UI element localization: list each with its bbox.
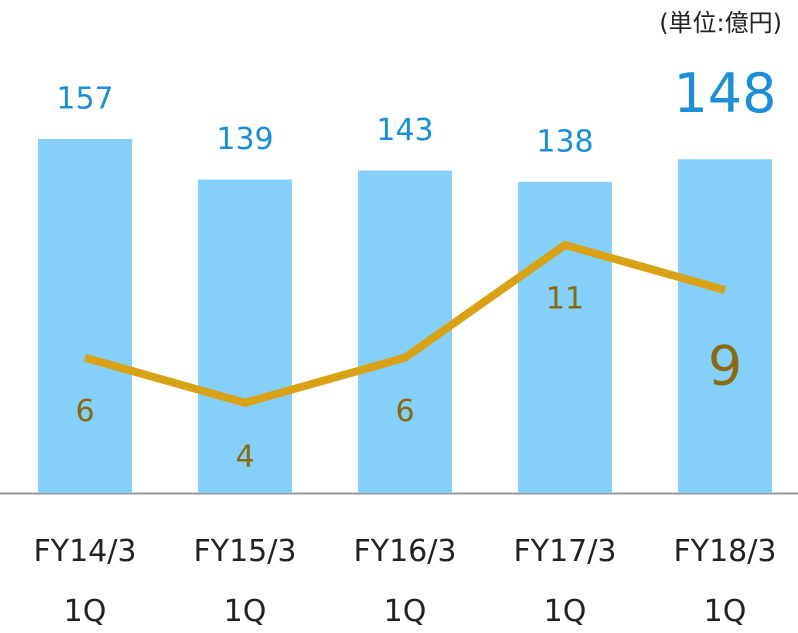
line-value-label: 6 [75, 394, 94, 429]
bar-value-label: 138 [536, 124, 593, 159]
x-tick-label: FY18/3 1Q [674, 534, 777, 629]
unit-label: (単位:億円) [659, 9, 782, 37]
bar [678, 159, 772, 493]
bar [198, 179, 292, 493]
x-tick-label: FY17/3 1Q [514, 534, 617, 629]
line-value-label: 11 [546, 281, 584, 316]
x-tick-label: FY16/3 1Q [354, 534, 457, 629]
bar-value-label: 143 [376, 113, 433, 148]
x-tick-label: FY15/3 1Q [194, 534, 297, 629]
bar [518, 181, 612, 493]
line [83, 240, 727, 407]
line-value-label: 6 [395, 394, 414, 429]
line-value-label: 4 [235, 439, 254, 474]
bar-value-label: 157 [56, 81, 113, 116]
bar-value-label: 139 [216, 122, 273, 157]
bar-value-label: 148 [673, 62, 776, 125]
x-tick-label: FY14/3 1Q [34, 534, 137, 629]
bar [38, 138, 132, 493]
line-value-label: 9 [708, 335, 742, 398]
